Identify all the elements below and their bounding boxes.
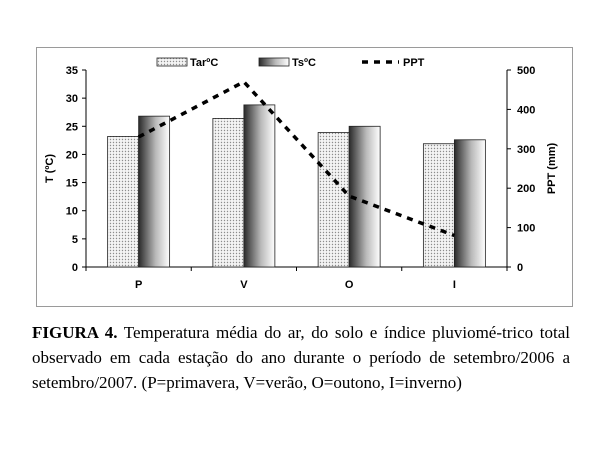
y-tick-label: 5: [72, 234, 78, 246]
bar-ts: [453, 139, 486, 268]
caption-text: Temperatura média do ar, do solo e índic…: [32, 323, 570, 392]
legend-label-ppt: PPT: [403, 57, 425, 69]
y-right-tick-label: 200: [517, 183, 535, 195]
x-tick-label: V: [240, 279, 248, 291]
chart-frame: TarºC TsºC PPT 0 5 10 15 20 25 30 35 0 100 200 300 400…: [36, 47, 573, 307]
bar-tar: [317, 132, 350, 268]
legend-label-tar: TarºC: [190, 57, 218, 69]
bar-tar: [422, 143, 455, 268]
bar-ts: [138, 115, 171, 268]
bar-tar: [107, 136, 140, 268]
y-tick-label: 0: [72, 262, 78, 274]
y-axis-title-right: PPT (mm): [546, 142, 558, 194]
ppt-line: [137, 79, 455, 238]
bar-ts: [243, 104, 276, 268]
x-tick-label: I: [453, 279, 456, 291]
y-right-tick-label: 500: [517, 65, 535, 77]
chart: TarºC TsºC PPT 0 5 10 15 20 25 30 35 0 100 200 300 400…: [44, 57, 558, 291]
y-tick-label: 35: [66, 65, 78, 77]
legend: TarºC TsºC PPT: [156, 57, 425, 69]
y-right-tick-label: 400: [517, 104, 535, 116]
bar-tar: [212, 118, 245, 268]
x-tick-label: O: [345, 279, 354, 291]
y-tick-label: 15: [66, 178, 78, 190]
y-tick-label: 20: [66, 149, 78, 161]
x-tick-label: P: [135, 279, 142, 291]
y-right-tick-label: 100: [517, 223, 535, 235]
y-right-tick-label: 0: [517, 262, 523, 274]
plot-area: 0 5 10 15 20 25 30 35 0 100 200 300 400 500 P V O I T (ºC)…: [44, 65, 558, 291]
figure-caption: FIGURA 4. Temperatura média do ar, do so…: [32, 320, 570, 395]
y-axis-title: T (ºC): [44, 154, 56, 183]
y-tick-label: 25: [66, 121, 78, 133]
caption-label: FIGURA 4.: [32, 323, 118, 342]
y-tick-label: 10: [66, 206, 78, 218]
y-right-tick-label: 300: [517, 144, 535, 156]
y-tick-label: 30: [66, 93, 78, 105]
legend-swatch-ts: [258, 57, 290, 67]
legend-swatch-tar: [156, 57, 188, 67]
legend-label-ts: TsºC: [292, 57, 316, 69]
